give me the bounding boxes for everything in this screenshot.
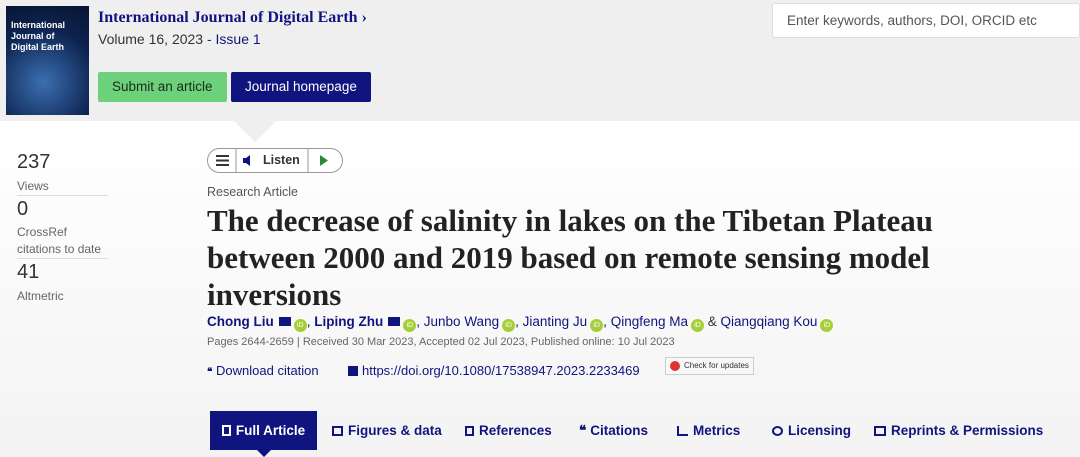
listen-icons [216, 149, 328, 172]
journal-name[interactable]: International Journal of Digital Earth › [98, 9, 367, 26]
search-box[interactable]: Enter keywords, authors, DOI, ORCID etc [772, 3, 1080, 38]
publication-info: Pages 2644-2659 | Received 30 Mar 2023, … [207, 336, 675, 348]
tab[interactable]: References [465, 411, 552, 450]
tab-notch [256, 449, 272, 457]
listen-label[interactable]: Listen [263, 153, 300, 167]
tab-label[interactable]: References [479, 423, 552, 438]
author[interactable]: Qiangqiang Kou [720, 314, 818, 329]
volume-line: Volume 16, 2023 - Issue 1 [98, 31, 261, 47]
download-label[interactable]: Download citation [216, 363, 319, 378]
check-updates[interactable]: Check for updates [665, 357, 754, 375]
issue-link[interactable]: Issue 1 [215, 31, 261, 47]
journal-name-text[interactable]: International Journal of Digital Earth [98, 9, 358, 26]
separator: , [416, 314, 421, 329]
tab[interactable]: Reprints & Permissions [874, 411, 1043, 450]
tab-label[interactable]: Full Article [235, 423, 306, 438]
tab[interactable]: Licensing [772, 411, 851, 450]
author-list: Chong Liu iD, Liping Zhu iD, Junbo Wang iD,… [207, 314, 834, 332]
volume: Volume 16, 2023 - [98, 31, 212, 47]
metric-value: 41 [17, 261, 40, 283]
tab-label[interactable]: Metrics [693, 423, 741, 438]
metric-value: 0 [17, 198, 29, 220]
metric-label: Views [17, 179, 49, 193]
tab[interactable]: Metrics [677, 411, 740, 450]
article-type: Research Article [207, 185, 299, 199]
divider [17, 195, 108, 196]
separator: , [603, 314, 607, 329]
metric-label: Altmetric [17, 289, 64, 303]
doi-link[interactable]: https://doi.org/10.1080/17538947.2023.22… [348, 363, 640, 378]
tab[interactable]: Figures & data [332, 411, 442, 450]
tab[interactable]: ❝ Citations [579, 423, 649, 438]
doi-text[interactable]: https://doi.org/10.1080/17538947.2023.22… [362, 363, 640, 378]
tab-active[interactable]: Full Article [210, 411, 317, 450]
submit-button[interactable]: Submit an article [98, 72, 227, 102]
article-title: The decrease of salinity in lakes on the… [207, 203, 933, 312]
author[interactable]: Junbo Wang [423, 314, 500, 329]
separator: , [515, 314, 519, 329]
listen-widget[interactable]: Listen [207, 148, 343, 173]
header-notch [233, 120, 277, 142]
homepage-button[interactable]: Journal homepage [231, 72, 371, 102]
author[interactable]: Jianting Ju [522, 314, 588, 329]
separator: , [306, 314, 311, 329]
tab-label[interactable]: Citations [590, 423, 649, 438]
author[interactable]: Liping Zhu [314, 314, 384, 329]
download-citation[interactable]: ❝ Download citation [207, 363, 319, 378]
tab-label[interactable]: Figures & data [348, 423, 442, 438]
author[interactable]: Qingfeng Ma [610, 314, 688, 329]
tab-label[interactable]: Licensing [788, 423, 852, 438]
metric-label: CrossRef citations to date [17, 225, 102, 256]
divider [17, 258, 108, 259]
tab-label[interactable]: Reprints & Permissions [891, 423, 1044, 438]
author[interactable]: Chong Liu [207, 314, 274, 329]
metric-value: 237 [17, 151, 51, 173]
journal-cover[interactable]: International Journal of Digital Earth [6, 6, 89, 115]
separator: & [707, 314, 717, 329]
